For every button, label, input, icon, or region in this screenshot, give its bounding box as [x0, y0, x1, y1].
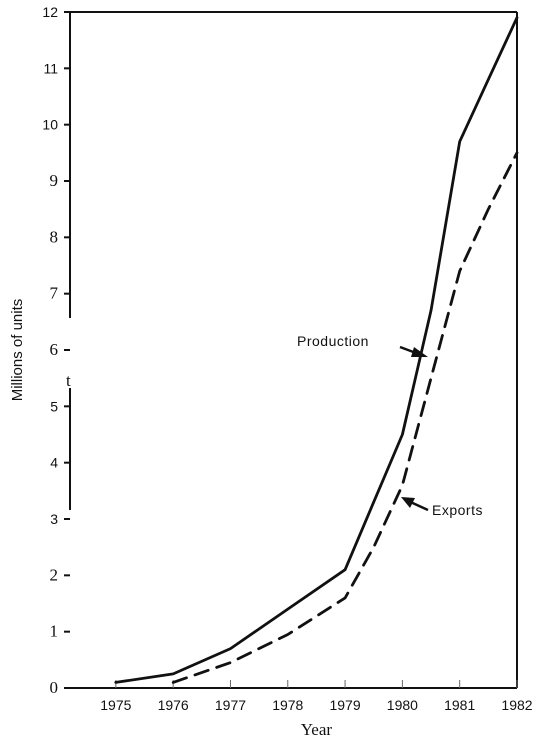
- y-tick-label: 5: [50, 398, 58, 414]
- annotation-exports: Exports: [432, 502, 483, 518]
- production-line: [114, 16, 519, 684]
- annotation-production: Production: [297, 333, 369, 349]
- y-tick-label: 0: [50, 678, 59, 697]
- exports-line: [171, 151, 519, 684]
- annotations: Production Exports t: [66, 333, 483, 518]
- x-tick-label: 1982: [501, 697, 532, 713]
- production-arrow-head: [411, 347, 428, 357]
- x-tick-label: 1975: [100, 697, 131, 713]
- y-tick-label: 11: [43, 60, 58, 76]
- y-tick-label: 3: [50, 511, 58, 527]
- y-tick-label: 2: [50, 565, 59, 584]
- x-ticks: 1975 1976 1977 1978 1979 1980 1981 1982: [100, 680, 533, 713]
- x-tick-label: 1977: [215, 697, 246, 713]
- x-tick-label: 1976: [158, 697, 189, 713]
- y-tick-label: 8: [50, 227, 59, 246]
- axes: [69, 11, 518, 689]
- y-tick-label: 7: [50, 284, 59, 303]
- y-tick-label: 12: [42, 4, 58, 20]
- x-tick-label: 1979: [329, 697, 360, 713]
- y-tick-label: 6: [50, 340, 59, 359]
- x-tick-label: 1980: [387, 697, 418, 713]
- x-tick-label: 1981: [444, 697, 475, 713]
- x-tick-label: 1978: [272, 697, 303, 713]
- exports-arrow-head: [401, 497, 415, 508]
- y-axis-title: Millions of units: [9, 299, 26, 402]
- y-tick-label: 4: [50, 455, 58, 471]
- x-axis-title: Year: [301, 720, 333, 739]
- y-tick-label: 9: [50, 171, 59, 190]
- y-tick-label: 10: [42, 117, 58, 133]
- series-group: [114, 16, 519, 684]
- stray-mark: t: [66, 371, 71, 390]
- y-tick-label: 1: [50, 622, 59, 641]
